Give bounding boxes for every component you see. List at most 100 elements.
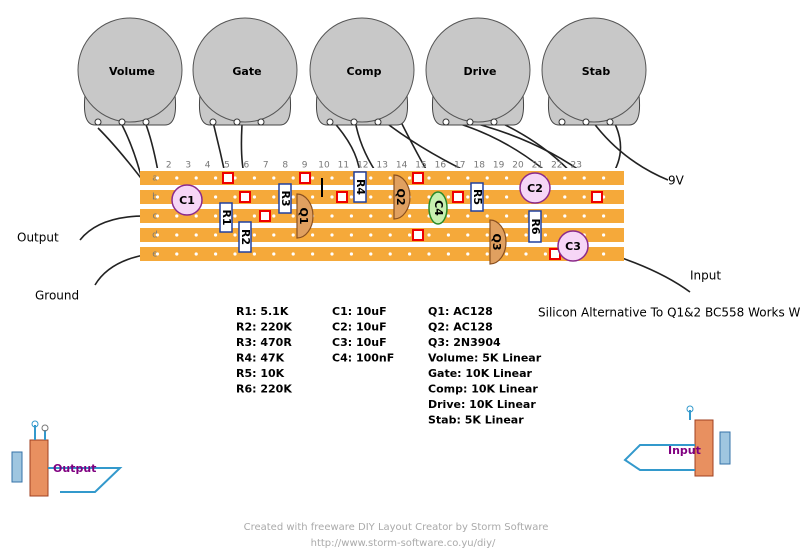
hole (349, 252, 353, 256)
column-label: 3 (185, 161, 191, 171)
wire-label: Ground (35, 289, 79, 303)
strip-cut (336, 191, 348, 203)
component-label: C1 (179, 194, 195, 207)
wire-label: Input (690, 269, 721, 283)
hole (602, 252, 606, 256)
hole (563, 214, 567, 218)
hole (369, 233, 373, 237)
row-label: b (152, 193, 158, 203)
wire-label: 9V (668, 174, 685, 188)
row-label: e (152, 250, 158, 260)
row-label: c (153, 212, 158, 222)
hole (466, 214, 470, 218)
part-entry: Volume: 5K Linear (428, 352, 542, 365)
hole (330, 252, 334, 256)
hole (194, 252, 198, 256)
pot (77, 17, 183, 123)
hole (408, 214, 412, 218)
hole (446, 214, 450, 218)
part-entry: C2: 10uF (332, 321, 387, 334)
hole (485, 176, 489, 180)
hole (311, 233, 315, 237)
parts-list: R1: 5.1K R2: 220K R3: 470R R4: 47K R5: 10K R6… (236, 305, 542, 427)
hole (369, 195, 373, 199)
pot (192, 17, 298, 123)
resistor (219, 202, 233, 233)
hole (233, 195, 237, 199)
hole (582, 214, 586, 218)
hole (427, 233, 431, 237)
hole (155, 214, 159, 218)
hole (330, 214, 334, 218)
pot-pin (466, 118, 474, 126)
column-label: 11 (338, 161, 349, 171)
component-label: Q1 (297, 207, 310, 224)
component-label: R3 (279, 190, 292, 206)
pot-pin (374, 118, 382, 126)
strip (140, 209, 624, 223)
hole (485, 214, 489, 218)
hole (408, 252, 412, 256)
ceramic-capacitor (428, 191, 448, 225)
component-label: R6 (529, 218, 542, 234)
pot-label: Drive (464, 65, 497, 78)
strip-cut (299, 172, 311, 184)
hole (446, 252, 450, 256)
pot-label: Stab (582, 65, 611, 78)
hole (543, 252, 548, 256)
hole (427, 252, 431, 256)
hole (485, 233, 489, 237)
part-entry: R1: 5.1K (236, 305, 289, 318)
hole (214, 176, 218, 180)
column-label: 18 (473, 161, 485, 171)
hole (505, 252, 509, 256)
hole (233, 252, 237, 256)
hole (388, 195, 392, 199)
strip-cut (591, 191, 603, 203)
column-label: 6 (244, 161, 250, 171)
component-label: R5 (471, 189, 484, 205)
column-label: 23 (570, 161, 581, 171)
component-label: C4 (432, 200, 445, 216)
hole (155, 233, 159, 237)
hole (563, 176, 567, 180)
hole (233, 176, 237, 180)
part-entry: Q1: AC128 (428, 305, 493, 318)
output-jack: Output (11, 420, 123, 497)
hole (563, 195, 567, 199)
hole (252, 233, 256, 237)
hole (369, 176, 373, 180)
hole (291, 176, 295, 180)
hole (214, 233, 218, 237)
hole (466, 176, 470, 180)
strip-cut (452, 191, 464, 203)
hole (446, 195, 450, 199)
resistor (278, 183, 292, 214)
hole (543, 233, 548, 237)
hole (349, 176, 353, 180)
hole (446, 176, 450, 180)
hole (349, 233, 353, 237)
part-entry: R2: 220K (236, 321, 292, 334)
pots: Volume Gate Comp Drive Stab (77, 17, 647, 126)
part-entry: Drive: 10K Linear (428, 398, 536, 411)
hole (311, 252, 315, 256)
hole (524, 252, 528, 256)
hole (194, 233, 198, 237)
hole (252, 252, 256, 256)
hole (388, 252, 392, 256)
hole (330, 195, 334, 199)
hole (330, 176, 334, 180)
pot-pin (142, 118, 150, 126)
pot-pin (257, 118, 265, 126)
hole (233, 214, 237, 218)
hole (291, 233, 295, 237)
part-entry: R3: 470R (236, 336, 292, 349)
hole (233, 233, 237, 237)
hole (505, 195, 509, 199)
hole (252, 176, 256, 180)
row-label: a (152, 174, 158, 184)
hole (252, 195, 256, 199)
